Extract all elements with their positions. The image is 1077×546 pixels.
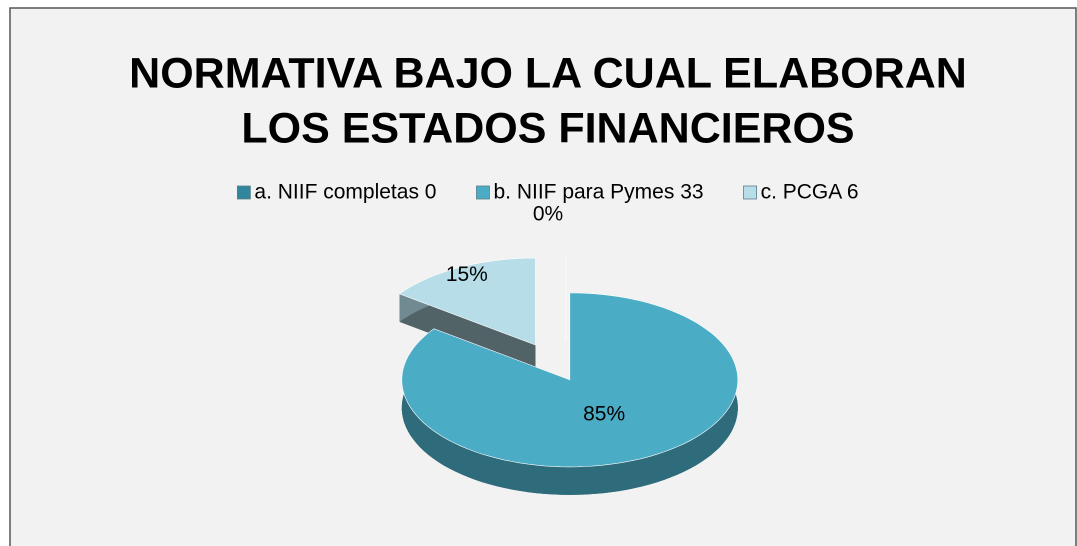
data-label: 15% <box>446 263 488 286</box>
legend-label: b. NIIF para Pymes 33 <box>493 181 703 204</box>
pie-slice-wall <box>399 293 536 373</box>
chart-title: LOS ESTADOS FINANCIEROS <box>241 104 854 152</box>
chart-title: NORMATIVA BAJO LA CUAL ELABORAN <box>129 49 967 97</box>
legend-label: c. PCGA 6 <box>761 181 859 204</box>
pie-slice <box>398 257 536 346</box>
legend-label: a. NIIF completas 0 <box>254 181 436 204</box>
legend-swatch <box>476 185 490 200</box>
data-label: 0% <box>533 203 563 226</box>
pie-slice <box>401 292 739 468</box>
legend-swatch <box>236 185 251 200</box>
data-label: 85% <box>583 402 625 425</box>
legend-swatch <box>743 185 757 200</box>
